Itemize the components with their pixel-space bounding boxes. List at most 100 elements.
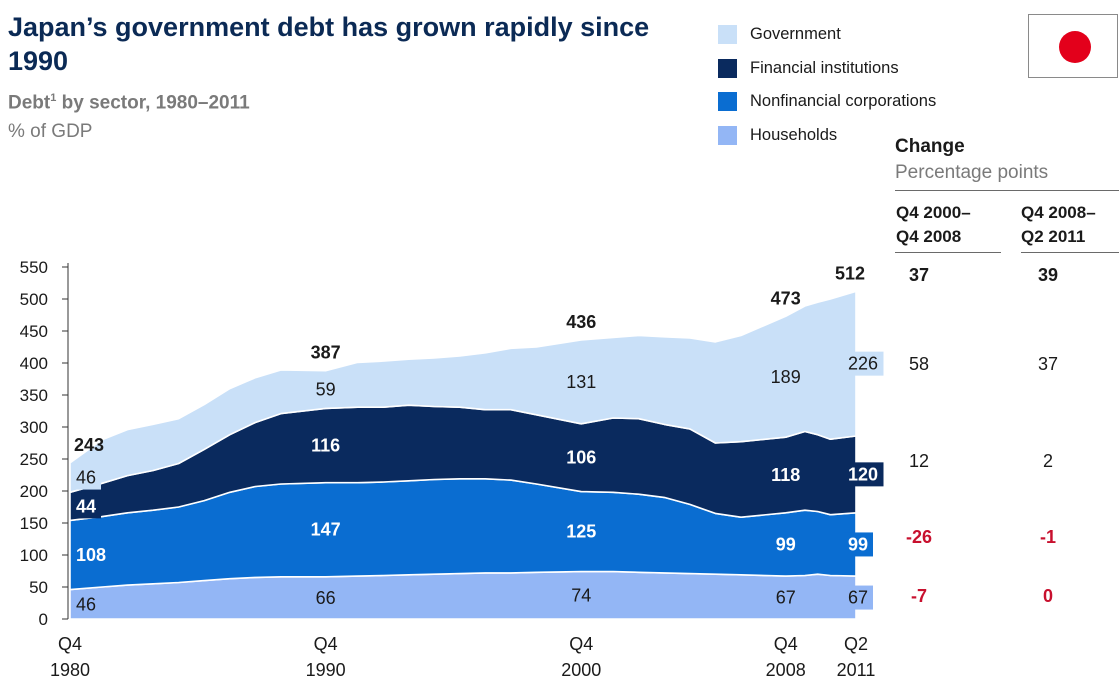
chart-title: Japan’s government debt has grown rapidl… xyxy=(8,12,650,76)
japan-flag-icon xyxy=(1028,14,1118,78)
segment-label-nonfinancial-corporations-9: 147 xyxy=(311,520,341,540)
y-tick-label-50: 50 xyxy=(29,578,48,597)
chart-subtitle: Debt1 by sector, 1980–2011 xyxy=(8,92,250,114)
total-label-436: 436 xyxy=(566,312,596,332)
segment-label-government-29: 226 xyxy=(848,354,878,374)
subtitle-rest: by sector, 1980–2011 xyxy=(56,92,250,114)
legend-swatch-financial-institutions xyxy=(718,58,737,78)
legend-item-government: Government xyxy=(718,18,936,52)
y-tick-label-550: 550 xyxy=(20,258,48,277)
x-tick-label-2008-year: 2008 xyxy=(766,660,806,680)
y-tick-label-250: 250 xyxy=(20,450,48,469)
segment-label-bg-financial-institutions-0 xyxy=(72,494,101,519)
change-col-rule-1 xyxy=(895,252,1001,253)
change-table-values: 37 39 58 37 12 2 -26 -1 -7 0 xyxy=(906,265,1058,606)
y-tick-label-150: 150 xyxy=(20,514,48,533)
segment-label-government-9: 59 xyxy=(316,380,336,400)
change-value-nonfinancial-corporations-1: -26 xyxy=(906,527,932,547)
x-tick-label-2000-year: 2000 xyxy=(561,660,601,680)
legend-label-nonfinancial-corporations: Nonfinancial corporations xyxy=(750,92,937,111)
y-tick-label-0: 0 xyxy=(39,610,48,629)
subtitle-main: Debt xyxy=(8,92,51,114)
change-value-households-2: 0 xyxy=(1043,586,1053,606)
segment-label-nonfinancial-corporations-29: 99 xyxy=(848,534,868,554)
y-tick-label-100: 100 xyxy=(20,546,48,565)
change-value-financial-institutions-2: 2 xyxy=(1043,451,1053,471)
segment-label-households-9: 66 xyxy=(316,588,336,608)
legend-swatch-nonfinancial-corporations xyxy=(718,92,737,112)
total-label-243: 243 xyxy=(74,435,104,455)
change-value-financial-institutions-1: 12 xyxy=(909,451,929,471)
segment-label-bg-government-0 xyxy=(72,465,101,490)
legend-swatch-households xyxy=(718,125,737,145)
footnote-marker: 1 xyxy=(50,92,57,104)
change-col-header-2: Q4 2008– Q2 2011 xyxy=(1021,201,1096,249)
y-tick-label-450: 450 xyxy=(20,322,48,341)
x-tick-label-2011-year: 2011 xyxy=(837,660,876,680)
y-axis: 0 50 100 150 200 250 300 350 400 450 500 550 xyxy=(20,258,69,629)
y-tick-label-200: 200 xyxy=(20,482,48,501)
flag-red-disc xyxy=(1059,31,1091,63)
legend-label-financial-institutions: Financial institutions xyxy=(750,58,899,77)
y-tick-label-500: 500 xyxy=(20,290,48,309)
segment-label-financial-institutions-25: 118 xyxy=(771,465,800,485)
segment-label-households-0: 46 xyxy=(76,594,96,614)
segment-label-nonfinancial-corporations-18: 125 xyxy=(566,522,596,542)
total-labels: 243 387 436 473 512 xyxy=(74,263,865,455)
segment-label-financial-institutions-9: 116 xyxy=(311,436,340,456)
chart-unit: % of GDP xyxy=(8,121,93,142)
change-col-header-1: Q4 2000– Q4 2008 xyxy=(896,201,971,249)
segment-label-households-25: 67 xyxy=(776,588,796,608)
y-tick-label-400: 400 xyxy=(20,354,48,373)
change-value-households-1: -7 xyxy=(911,586,927,606)
x-tick-label-2008-q: Q4 xyxy=(774,634,798,654)
y-tick-label-300: 300 xyxy=(20,418,48,437)
x-tick-label-1980-q: Q4 xyxy=(58,634,82,654)
legend-item-financial-institutions: Financial institutions xyxy=(718,52,936,86)
segment-label-bg-households-29 xyxy=(844,585,873,610)
x-tick-label-1980-year: 1980 xyxy=(50,660,90,680)
segment-label-government-18: 131 xyxy=(566,372,596,392)
segment-label-nonfinancial-corporations-0: 108 xyxy=(76,545,106,565)
area-government xyxy=(69,290,857,494)
segment-label-bg-nonfinancial-corporations-29 xyxy=(844,532,873,557)
change-col-header-1-line1: Q4 2000– xyxy=(896,203,971,222)
area-series xyxy=(69,290,857,620)
x-axis: Q4 1980 Q4 1990 Q4 2000 Q4 2008 Q2 2011 xyxy=(50,634,875,680)
change-col-header-2-line2: Q2 2011 xyxy=(1021,227,1086,246)
legend-item-households: Households xyxy=(718,119,936,153)
segment-label-government-25: 189 xyxy=(771,367,801,387)
segment-label-government-0: 46 xyxy=(76,468,96,488)
change-value-nonfinancial-corporations-2: -1 xyxy=(1040,527,1056,547)
change-table-rule-top xyxy=(895,190,1119,191)
x-tick-label-1990-q: Q4 xyxy=(314,634,338,654)
total-label-473: 473 xyxy=(771,288,801,308)
change-col-rule-2 xyxy=(1021,252,1119,253)
segment-label-households-29: 67 xyxy=(848,588,868,608)
segment-label-financial-institutions-0: 44 xyxy=(76,496,96,516)
change-value-total-1: 37 xyxy=(909,265,929,285)
change-table-title: Change xyxy=(895,136,965,157)
change-value-government-1: 58 xyxy=(909,354,929,374)
segment-label-bg-nonfinancial-corporations-0 xyxy=(72,543,112,567)
y-tick-label-350: 350 xyxy=(20,386,48,405)
segment-label-bg-households-0 xyxy=(72,592,101,617)
legend-label-households: Households xyxy=(750,125,838,144)
legend: Government Financial institutions Nonfin… xyxy=(718,18,936,152)
segment-label-nonfinancial-corporations-25: 99 xyxy=(776,534,796,554)
change-value-government-2: 37 xyxy=(1038,354,1058,374)
legend-label-government: Government xyxy=(750,25,841,44)
segment-label-financial-institutions-29: 120 xyxy=(848,464,878,484)
change-value-total-2: 39 xyxy=(1038,265,1058,285)
change-col-header-2-line1: Q4 2008– xyxy=(1021,203,1096,222)
segment-label-bg-government-29 xyxy=(844,351,884,376)
x-tick-label-2000-q: Q4 xyxy=(569,634,593,654)
segment-label-households-18: 74 xyxy=(571,585,591,605)
segment-label-bg-financial-institutions-29 xyxy=(844,462,884,487)
x-tick-label-1990-year: 1990 xyxy=(306,660,346,680)
x-tick-label-2011-q: Q2 xyxy=(844,634,868,654)
segment-label-financial-institutions-18: 106 xyxy=(566,448,596,468)
change-table-subtitle: Percentage points xyxy=(895,162,1049,183)
segment-labels: 46 108 44 46 66 147 116 59 74 125 106 131 67 99 118 189… xyxy=(72,351,884,617)
